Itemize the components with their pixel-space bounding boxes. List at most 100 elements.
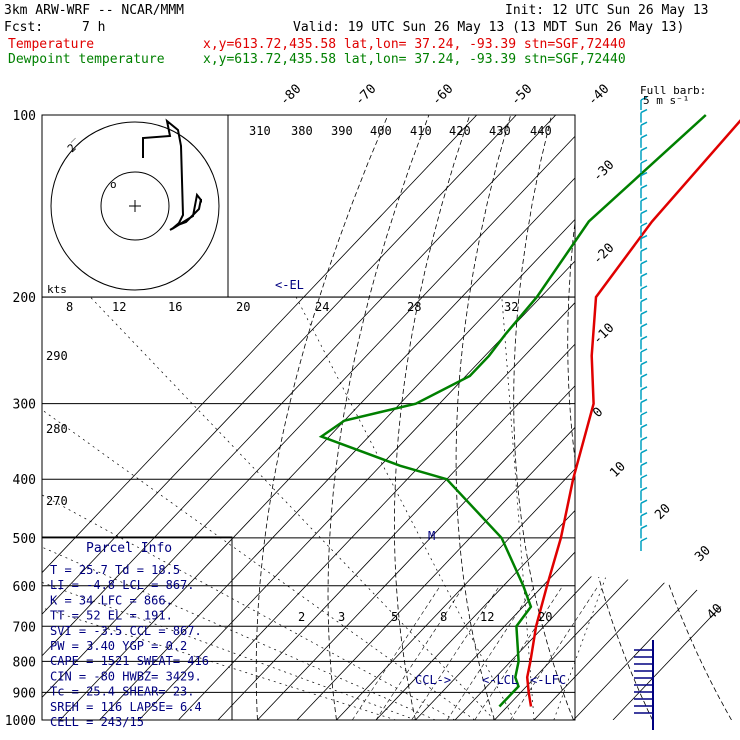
parcel-row: CAPE = 1521 SWEAT= 416 bbox=[50, 654, 209, 668]
wind-barb bbox=[640, 222, 648, 227]
hodo-speed-label: 28 bbox=[407, 300, 421, 314]
el-label: <-EL bbox=[275, 278, 304, 292]
ccl-label: CCL-> bbox=[415, 673, 451, 687]
dew-legend: Dewpoint temperature bbox=[8, 52, 165, 67]
hodograph-trace bbox=[142, 118, 202, 231]
isotherm-line bbox=[612, 115, 740, 720]
pressure-label: 700 bbox=[13, 620, 36, 635]
wind-barb bbox=[640, 348, 648, 353]
model-title: 3km ARW-WRF -- NCAR/MMM bbox=[4, 3, 184, 18]
dewpoint-curve bbox=[318, 114, 707, 708]
fcst-value: 7 h bbox=[82, 20, 105, 35]
wind-barb bbox=[640, 386, 648, 391]
wind-barb bbox=[640, 512, 648, 517]
theta-label: 390 bbox=[331, 124, 353, 138]
lfc-label: <-LFC bbox=[530, 673, 566, 687]
wind-barb bbox=[640, 108, 648, 114]
fcst-label: Fcst: bbox=[4, 20, 43, 35]
theta-label: 410 bbox=[410, 124, 432, 138]
dry-adiabat bbox=[393, 115, 471, 720]
pressure-label: 1000 bbox=[5, 714, 36, 729]
dry-adiabat bbox=[455, 115, 512, 720]
wind-barb bbox=[640, 486, 648, 492]
mixing-ratio-label: 3 bbox=[338, 610, 345, 624]
barb-unit: 5 m s⁻¹ bbox=[643, 94, 689, 107]
wind-barb bbox=[640, 411, 648, 416]
isotherm-line bbox=[494, 115, 740, 720]
theta-label: 380 bbox=[291, 124, 313, 138]
isotherm-line bbox=[573, 115, 740, 720]
valid-time: Valid: 19 UTC Sun 26 May 13 (13 MDT Sun … bbox=[293, 20, 684, 35]
wind-barb bbox=[640, 209, 648, 215]
hodo-speed-label: 20 bbox=[236, 300, 250, 314]
mixing-ratio-line bbox=[446, 585, 536, 720]
wind-barb bbox=[640, 96, 648, 101]
parcel-row: LI = -4.8 LCL = 867. bbox=[50, 578, 195, 592]
mixing-ratio-label: 2 bbox=[298, 610, 305, 624]
m-label: M bbox=[428, 529, 435, 543]
parcel-row: SVI = -3.5 CCL = 867. bbox=[50, 624, 202, 638]
mixing-ratio-line bbox=[510, 585, 599, 720]
wind-barb bbox=[640, 335, 648, 341]
pressure-label: 100 bbox=[13, 109, 36, 124]
parcel-row: PW = 3.40 YGP = 0.2 bbox=[50, 639, 187, 653]
theta-label: 310 bbox=[249, 124, 271, 138]
moist-adiabat bbox=[42, 296, 456, 720]
theta-label: 430 bbox=[489, 124, 511, 138]
moist-adiabat bbox=[501, 297, 535, 720]
hodo-speed-label: 24 bbox=[315, 300, 329, 314]
isotherm-line bbox=[42, 115, 557, 720]
mixing-ratio-label: 20 bbox=[538, 610, 552, 624]
moist-adiabat bbox=[42, 296, 416, 720]
wind-barb bbox=[640, 234, 648, 240]
theta-label: 440 bbox=[530, 124, 552, 138]
theta-label: 280 bbox=[46, 422, 68, 436]
mixing-ratio-line bbox=[375, 585, 465, 720]
pressure-label: 600 bbox=[13, 580, 36, 595]
lcl-label: <-LCL bbox=[482, 673, 518, 687]
hodo-speed-label: 12 bbox=[112, 300, 126, 314]
moist-adiabat bbox=[295, 296, 515, 720]
dry-adiabat bbox=[513, 115, 574, 720]
wind-barb bbox=[640, 524, 648, 530]
isotherm-line bbox=[454, 115, 740, 720]
wind-barb bbox=[640, 171, 648, 177]
wind-barb bbox=[640, 297, 648, 303]
pressure-label: 900 bbox=[13, 686, 36, 701]
wind-barb bbox=[640, 436, 648, 441]
dry-adiabat bbox=[567, 115, 653, 720]
temperature-curve bbox=[525, 119, 740, 707]
mixing-ratio-line bbox=[411, 585, 500, 720]
theta-label: 290 bbox=[46, 349, 68, 363]
parcel-title: Parcel Info bbox=[86, 541, 172, 556]
parcel-row: T = 25.7 Td = 18.5 bbox=[50, 563, 180, 577]
isotherm-line bbox=[42, 115, 478, 720]
wind-barb bbox=[640, 499, 648, 504]
init-time: Init: 12 UTC Sun 26 May 13 bbox=[505, 3, 709, 18]
hodograph-ring bbox=[50, 121, 220, 291]
isotherm-line bbox=[59, 115, 636, 720]
parcel-row: TT = 52 EL = 191. bbox=[50, 609, 173, 623]
dew-location: x,y=613.72,435.58 lat,lon= 37.24, -93.39… bbox=[203, 52, 626, 67]
wind-barb bbox=[640, 474, 648, 479]
pressure-label: 300 bbox=[13, 398, 36, 413]
wind-barb bbox=[640, 449, 648, 454]
wind-barb bbox=[640, 323, 648, 328]
parcel-row: K = 34 LFC = 866. bbox=[50, 593, 173, 607]
wind-barb bbox=[640, 146, 648, 152]
wind-barb bbox=[640, 121, 648, 126]
wind-barb bbox=[640, 184, 648, 189]
pressure-label: 500 bbox=[13, 532, 36, 547]
theta-label: 270 bbox=[46, 494, 68, 508]
dry-adiabat bbox=[255, 115, 389, 720]
pressure-label: 200 bbox=[13, 291, 36, 306]
hodo-speed-label: 32 bbox=[504, 300, 518, 314]
parcel-row: Tc = 25.4 SHEAR= 23. bbox=[50, 685, 195, 699]
isotherm-line bbox=[533, 115, 740, 720]
wind-barb bbox=[640, 398, 648, 404]
hodograph-ring bbox=[100, 171, 170, 241]
wind-barb bbox=[640, 260, 648, 265]
wind-barb bbox=[640, 272, 648, 278]
